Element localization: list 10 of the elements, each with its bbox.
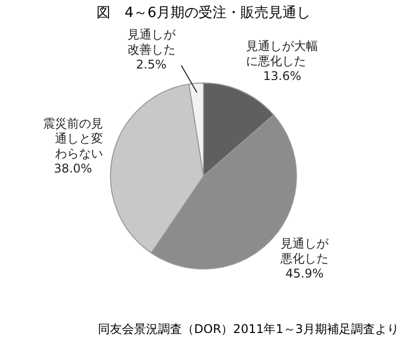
slice-label: 見通しが大幅に悪化した <box>246 38 318 68</box>
data-label: 13.6% <box>263 68 302 83</box>
data-label: 38.0% <box>54 162 92 176</box>
data-label: 45.9% <box>285 266 324 280</box>
text: 同友会景況調査（DOR）2011年1～3月期補足調査より <box>98 321 399 338</box>
chart-title: 図 4～6月期の受注・販売見通し <box>96 4 312 22</box>
slice-label: 見通しが悪化した <box>280 236 330 266</box>
slice-label: 見通しが改善した <box>127 27 176 56</box>
data-label: 2.5% <box>136 57 167 72</box>
slice-label: 震災前の見通しと変わらない <box>42 116 103 161</box>
